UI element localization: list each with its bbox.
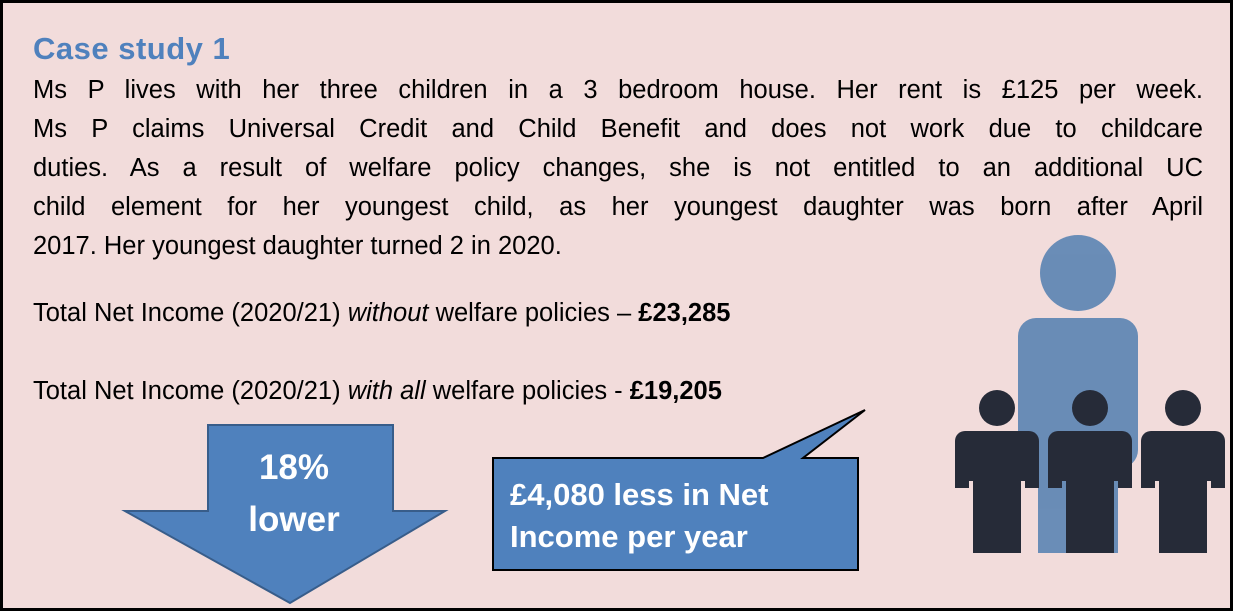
- amount: £23,285: [638, 299, 731, 327]
- emphasis: without: [347, 299, 429, 327]
- text: welfare policies –: [435, 299, 632, 327]
- text: Total Net Income (2020/21): [33, 377, 341, 405]
- paragraph: Ms P lives with her three children in a …: [33, 71, 1203, 266]
- text: welfare policies -: [432, 377, 623, 405]
- income-line: Total Net Income (2020/21) without welfa…: [33, 299, 730, 328]
- text: Total Net Income (2020/21): [33, 299, 341, 327]
- graphics: 18% lower £4,080 less in Net Income per …: [121, 235, 1225, 605]
- people-icon: [955, 235, 1225, 553]
- down-arrow: [121, 424, 449, 605]
- amount: £19,205: [629, 377, 722, 405]
- emphasis: with all: [347, 377, 426, 405]
- arrow-text: lower: [248, 500, 340, 539]
- callout: [492, 409, 866, 571]
- title: Case study 1: [33, 31, 231, 66]
- income-line: Total Net Income (2020/21) with all welf…: [33, 377, 722, 406]
- paragraph-line: Ms P claims Universal Credit and Child B…: [33, 115, 1203, 143]
- callout-text: Income per year: [510, 519, 748, 554]
- paragraph-line: duties. As a result of welfare policy ch…: [33, 154, 1203, 182]
- paragraph-line: Ms P lives with her three children in a …: [33, 76, 1203, 104]
- paragraph-line: 2017. Her youngest daughter turned 2 in …: [33, 232, 562, 260]
- callout-text: £4,080 less in Net: [510, 477, 769, 512]
- paragraph-line: child element for her youngest child, as…: [33, 193, 1203, 221]
- arrow-text: 18%: [259, 448, 329, 487]
